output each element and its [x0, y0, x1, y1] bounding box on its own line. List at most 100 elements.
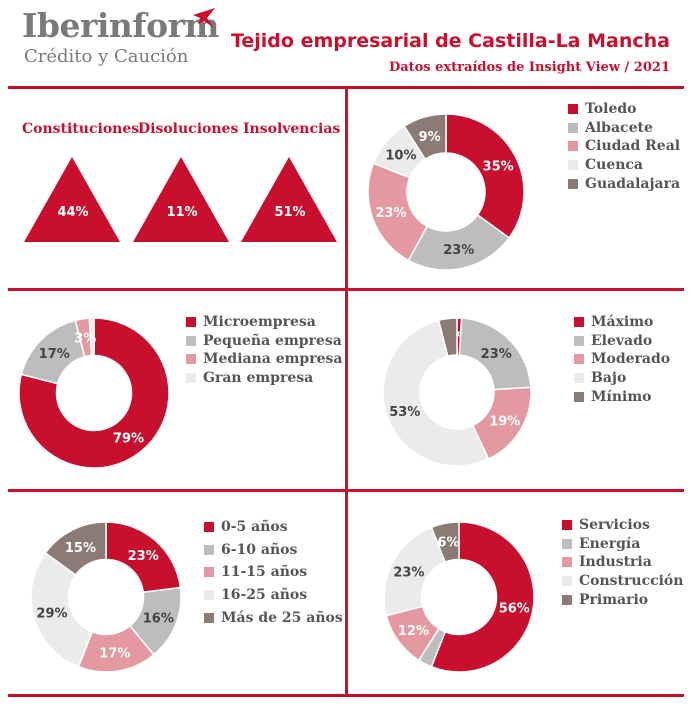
legend-swatch: [574, 373, 584, 384]
donut-label-sector-4: 6%: [437, 536, 459, 551]
donut-chart-riesgo: 1%23%19%53%: [382, 317, 532, 467]
legend-provincias: Toledo Albacete Ciudad Real Cuenca Guada…: [568, 100, 680, 193]
donut-label-antiguedad-3: 29%: [36, 607, 67, 622]
legend-swatch: [562, 594, 572, 605]
legend-item: Elevado: [574, 332, 670, 351]
legend-label: Primario: [579, 591, 649, 608]
donut-label-tamano-1: 17%: [39, 347, 70, 362]
legend-swatch: [574, 317, 584, 328]
donut-label-sector-2: 12%: [398, 624, 429, 639]
triangle-insolvencias: [241, 157, 337, 242]
legend-swatch: [186, 354, 196, 365]
donut-slice-riesgo-3: [382, 319, 490, 467]
triangle-value-insolvencias: 51%: [274, 205, 305, 220]
triangle-constituciones: [24, 157, 120, 242]
legend-label: 0-5 años: [221, 519, 288, 536]
legend-item: Más de 25 años: [204, 606, 343, 629]
legend-item: Mínimo: [574, 387, 670, 406]
legend-swatch: [204, 590, 214, 601]
legend-swatch: [568, 141, 578, 152]
donut-slice-provincias-2: [367, 162, 429, 262]
donut-label-sector-3: 23%: [393, 565, 424, 580]
donut-label-riesgo-1: 23%: [481, 347, 512, 362]
legend-label: Guadalajara: [585, 175, 681, 192]
legend-swatch: [574, 354, 584, 365]
legend-item: Primario: [562, 590, 683, 609]
legend-label: Ciudad Real: [585, 138, 681, 155]
legend-label: Servicios: [579, 517, 650, 534]
donut-label-riesgo-3: 53%: [389, 405, 420, 420]
legend-label: Construcción: [579, 573, 684, 590]
legend-label: 11-15 años: [221, 564, 308, 581]
legend-swatch: [204, 544, 214, 555]
legend-label: Microempresa: [203, 314, 316, 331]
legend-label: Bajo: [591, 370, 627, 387]
legend-label: Cuenca: [585, 157, 644, 174]
legend-label: Mediana empresa: [203, 351, 343, 368]
triangle-disoluciones: [133, 157, 229, 242]
donut-slice-sector-4: [430, 521, 460, 564]
legend-item: Construcción: [562, 572, 683, 591]
legend-swatch: [204, 522, 214, 533]
legend-item: Servicios: [562, 516, 683, 535]
legend-label: 16-25 años: [221, 587, 308, 604]
legend-swatch: [574, 335, 584, 346]
legend-item: Gran empresa: [186, 369, 342, 388]
donut-label-provincias-4: 9%: [419, 130, 441, 145]
legend-item: Industria: [562, 553, 683, 572]
donut-label-antiguedad-0: 23%: [128, 549, 159, 564]
donut-label-sector-0: 56%: [499, 602, 530, 617]
legend-swatch: [186, 335, 196, 346]
legend-swatch: [574, 391, 584, 402]
legend-item: Mediana empresa: [186, 350, 342, 369]
donut-slice-antiguedad-3: [30, 551, 94, 668]
legend-label: Mínimo: [591, 388, 652, 405]
donut-slice-antiguedad-4: [44, 521, 107, 577]
legend-label: Más de 25 años: [221, 609, 343, 626]
donut-chart-tamano: 79%17%3%: [18, 317, 170, 469]
donut-slice-riesgo-4: [437, 317, 458, 358]
donut-label-provincias-0: 35%: [483, 159, 514, 174]
donut-label-provincias-3: 10%: [385, 149, 416, 164]
legend-item: 6-10 años: [204, 539, 343, 562]
donut-slice-provincias-1: [407, 213, 511, 271]
legend-item: Albacete: [568, 119, 680, 138]
triangle-value-disoluciones: 11%: [166, 205, 197, 220]
legend-item: 0-5 años: [204, 516, 343, 539]
donut-slice-tamano-3: [88, 317, 95, 357]
legend-item: Microempresa: [186, 313, 342, 332]
legend-item: Bajo: [574, 369, 670, 388]
triangle-label-constituciones: Constituciones: [22, 121, 140, 137]
legend-swatch: [186, 373, 196, 384]
legend-label: Industria: [579, 554, 652, 571]
donut-slice-provincias-4: [403, 113, 447, 161]
legend-swatch: [562, 576, 572, 587]
donut-label-riesgo-2: 19%: [489, 414, 520, 429]
legend-item: Máximo: [574, 313, 670, 332]
brand-logo-name: Iberinform: [22, 6, 219, 45]
legend-swatch: [562, 520, 572, 531]
donut-label-antiguedad-1: 16%: [143, 612, 174, 627]
legend-antiguedad: 0-5 años 6-10 años 11-15 años 16-25 años…: [204, 516, 343, 629]
legend-item: Energía: [562, 535, 683, 554]
legend-item: Moderado: [574, 350, 670, 369]
page-title: Tejido empresarial de Castilla-La Mancha: [230, 30, 670, 52]
donut-label-provincias-2: 23%: [375, 206, 406, 221]
legend-swatch: [568, 160, 578, 171]
donut-slice-sector-0: [430, 521, 535, 673]
legend-riesgo: Máximo Elevado Moderado Bajo Mínimo: [574, 313, 670, 406]
legend-label: Energía: [579, 535, 641, 552]
donut-label-tamano-0: 79%: [113, 431, 144, 446]
donut-label-antiguedad-2: 17%: [99, 647, 130, 662]
legend-label: Elevado: [591, 332, 653, 349]
legend-label: Toledo: [585, 101, 637, 118]
legend-item: Ciudad Real: [568, 137, 680, 156]
legend-label: Albacete: [585, 119, 653, 136]
legend-label: Pequeña empresa: [203, 332, 342, 349]
donut-slice-sector-3: [383, 526, 447, 617]
triangle-label-disoluciones: Disoluciones: [138, 121, 239, 137]
donut-chart-antiguedad: 23% 16% 17% 29% 15%: [30, 521, 182, 673]
legend-swatch: [186, 317, 196, 328]
donut-label-antiguedad-4: 15%: [65, 541, 96, 556]
donut-slice-antiguedad-0: [105, 521, 182, 594]
